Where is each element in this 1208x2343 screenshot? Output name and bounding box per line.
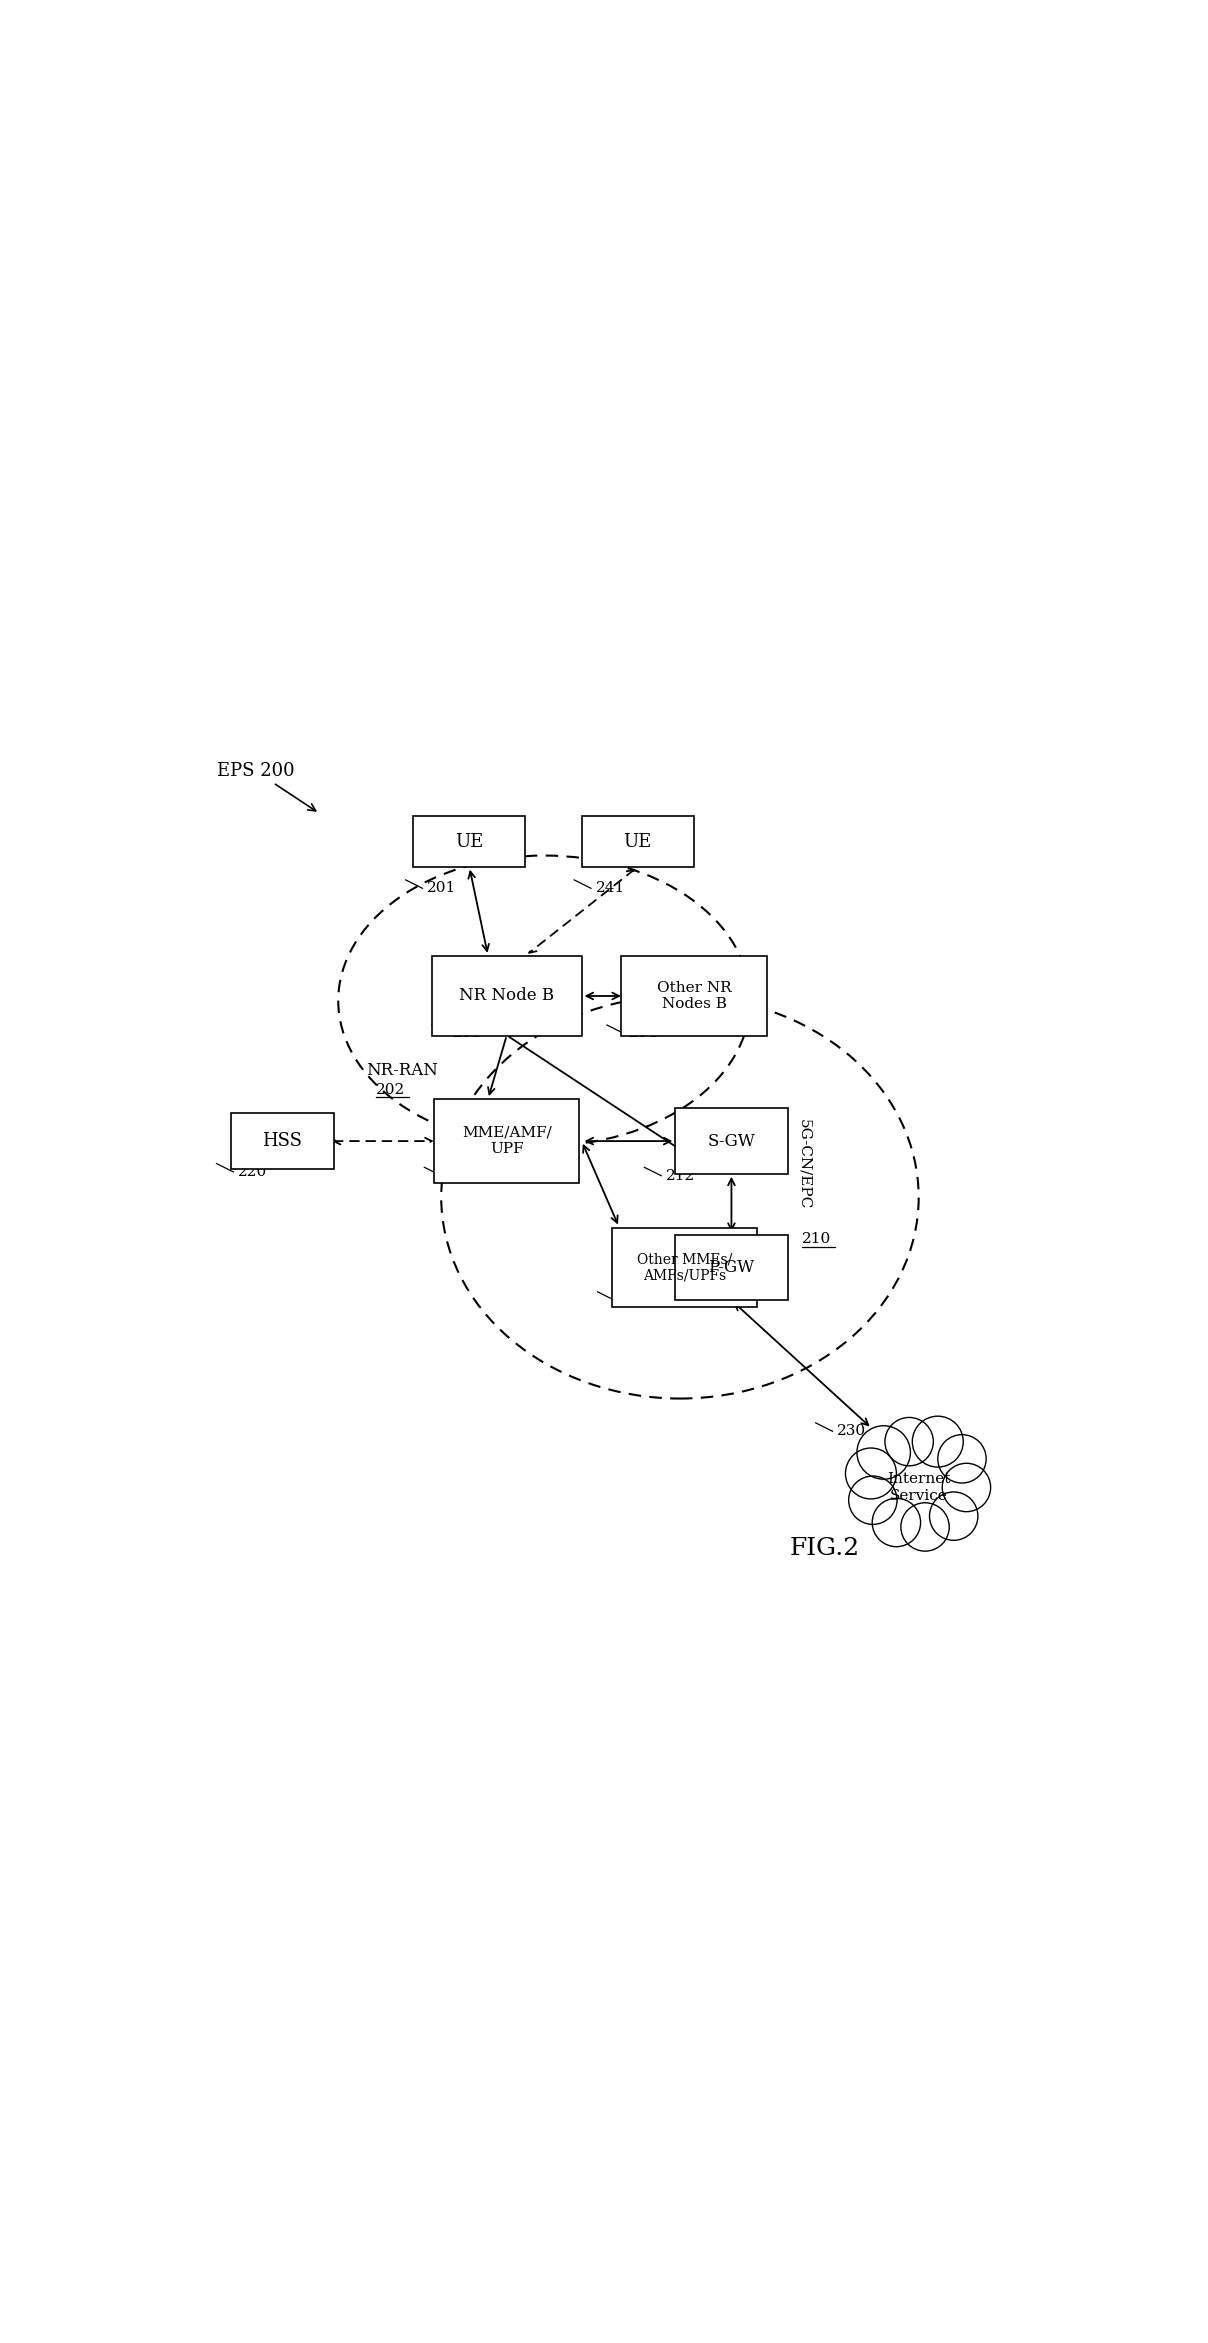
Text: 211: 211 [446,1169,475,1183]
FancyBboxPatch shape [621,956,767,1036]
Text: 213: 213 [666,1293,695,1307]
Text: NR Node B: NR Node B [459,986,554,1005]
Text: 241: 241 [596,881,625,895]
Circle shape [929,1492,978,1539]
Text: P-GW: P-GW [708,1258,755,1277]
Circle shape [846,1448,896,1500]
Circle shape [937,1434,986,1483]
Text: Other NR
Nodes B: Other NR Nodes B [657,982,731,1012]
FancyBboxPatch shape [582,815,695,867]
Circle shape [901,1502,949,1551]
Text: EPS 200: EPS 200 [216,761,315,811]
Text: MME/AMF/
UPF: MME/AMF/ UPF [461,1127,552,1155]
Circle shape [912,1415,963,1467]
Text: 212: 212 [666,1169,695,1183]
Text: 230: 230 [837,1425,866,1439]
Text: 220: 220 [238,1164,267,1179]
Text: 201: 201 [428,881,457,895]
Text: 5G-CN/EPC: 5G-CN/EPC [797,1120,811,1209]
Text: 210: 210 [802,1232,831,1246]
Text: 214: 214 [620,1293,649,1307]
Circle shape [856,1427,911,1478]
Circle shape [872,1497,920,1546]
Text: S-GW: S-GW [708,1132,755,1150]
FancyBboxPatch shape [434,1099,580,1183]
Text: Internet
Service: Internet Service [887,1471,951,1502]
Text: UE: UE [455,832,483,851]
Text: 203: 203 [453,1026,482,1040]
Text: Other MMEs/
AMFs/UPFs: Other MMEs/ AMFs/UPFs [637,1254,732,1282]
FancyBboxPatch shape [231,1113,333,1169]
Text: HSS: HSS [262,1132,302,1150]
Text: UE: UE [623,832,652,851]
Text: 204: 204 [628,1026,657,1040]
FancyBboxPatch shape [612,1228,757,1307]
Text: 202: 202 [376,1082,405,1097]
Circle shape [849,1476,898,1525]
FancyBboxPatch shape [413,815,525,867]
Text: FIG.2: FIG.2 [790,1537,860,1560]
FancyBboxPatch shape [432,956,582,1036]
FancyBboxPatch shape [675,1235,788,1300]
FancyBboxPatch shape [675,1108,788,1174]
Circle shape [942,1464,991,1511]
Text: NR-RAN: NR-RAN [366,1061,439,1080]
Circle shape [885,1418,934,1467]
